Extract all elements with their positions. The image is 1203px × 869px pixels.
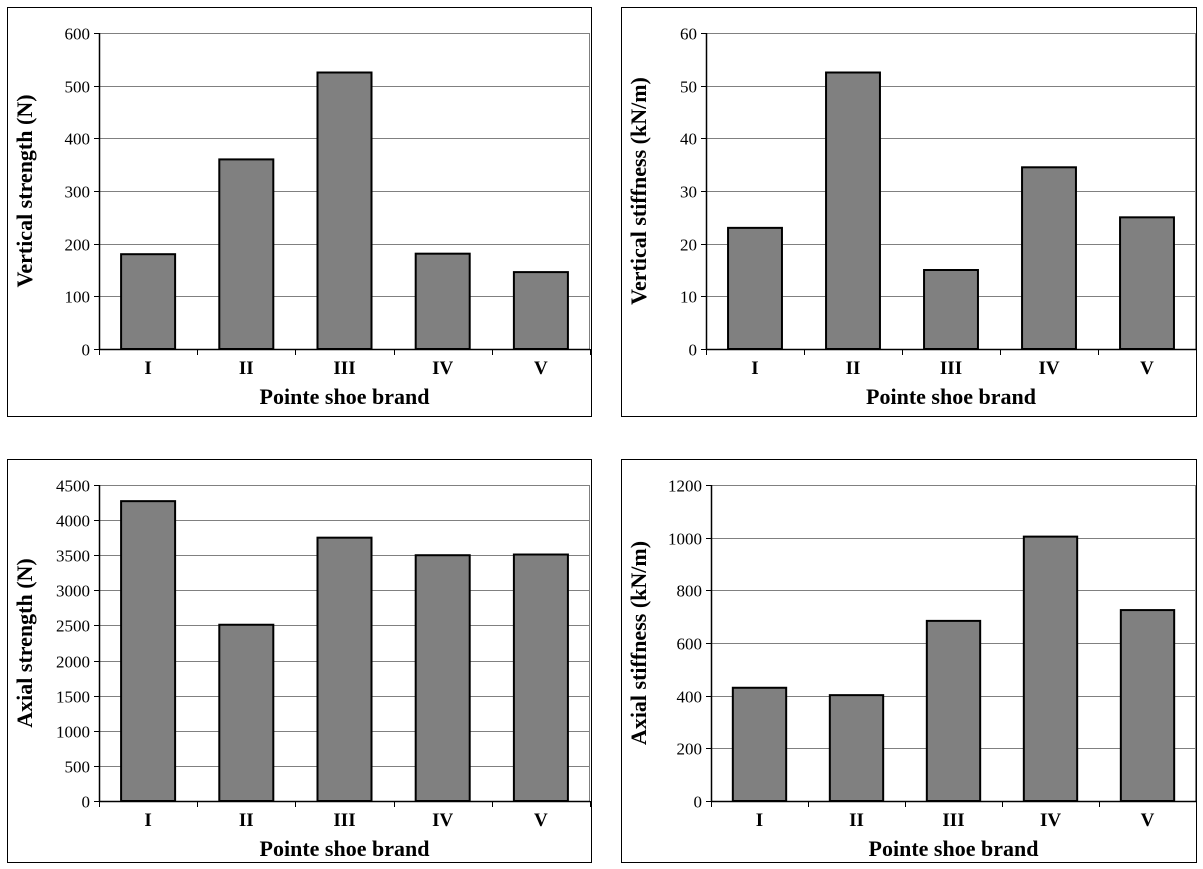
- x-category-label: IV: [1038, 358, 1059, 379]
- y-tick-label: 10: [680, 288, 697, 307]
- y-axis-title: Vertical stiffness (kN/m): [626, 77, 651, 305]
- y-tick-label: 3500: [56, 547, 90, 566]
- x-category-label: V: [1140, 358, 1154, 379]
- y-tick-label: 60: [680, 25, 697, 44]
- x-axis-title: Pointe shoe brand: [869, 836, 1039, 861]
- bar-II: [828, 694, 885, 803]
- y-tick-label: 4000: [56, 512, 90, 531]
- y-axis-title: Axial stiffness (kN/m): [626, 541, 651, 745]
- bar-V: [1119, 216, 1175, 350]
- y-tick-label: 400: [65, 130, 91, 149]
- y-tick-label: 1000: [668, 530, 702, 549]
- bar-V: [512, 271, 569, 350]
- x-category-label: IV: [432, 810, 453, 831]
- x-axis-title: Pointe shoe brand: [260, 384, 430, 409]
- y-axis-title: Axial strength (N): [12, 558, 37, 727]
- x-category-label: V: [534, 358, 548, 379]
- bar-IV: [414, 252, 471, 351]
- bar-IV: [1022, 535, 1079, 802]
- bar-I: [120, 500, 177, 802]
- x-category-label: I: [756, 810, 763, 831]
- bar-III: [923, 269, 979, 350]
- y-tick-label: 2500: [56, 617, 90, 636]
- y-tick-label: 400: [677, 688, 703, 707]
- y-tick-label: 3000: [56, 582, 90, 601]
- y-tick-label: 4500: [56, 477, 90, 496]
- y-tick-label: 50: [680, 78, 697, 97]
- x-category-label: II: [849, 810, 864, 831]
- y-tick-label: 1200: [668, 477, 702, 496]
- chart-frame: [621, 7, 1197, 417]
- bar-II: [825, 71, 881, 350]
- bar-I: [731, 686, 788, 802]
- bar-II: [218, 158, 275, 350]
- y-tick-label: 0: [82, 793, 91, 812]
- y-tick-label: 1000: [56, 723, 90, 742]
- x-category-label: IV: [432, 358, 453, 379]
- y-tick-label: 0: [694, 793, 703, 812]
- x-category-label: II: [846, 358, 861, 379]
- x-axis-title: Pointe shoe brand: [260, 836, 430, 861]
- chart-frame: [7, 7, 592, 417]
- bar-IV: [1021, 166, 1077, 350]
- y-tick-label: 200: [65, 236, 91, 255]
- bar-III: [316, 71, 373, 350]
- y-tick-label: 0: [82, 341, 91, 360]
- y-tick-label: 600: [677, 635, 703, 654]
- bar-III: [316, 536, 373, 803]
- x-category-label: II: [239, 810, 254, 831]
- bar-I: [120, 253, 177, 350]
- x-category-label: IV: [1040, 810, 1061, 831]
- bar-V: [512, 553, 569, 803]
- y-axis-title: Vertical strength (N): [12, 94, 37, 287]
- y-tick-label: 500: [65, 78, 91, 97]
- y-tick-label: 200: [677, 740, 703, 759]
- y-tick-label: 500: [65, 758, 91, 777]
- x-category-label: V: [1141, 810, 1155, 831]
- y-tick-label: 0: [689, 341, 698, 360]
- bar-II: [218, 623, 275, 803]
- x-category-label: I: [144, 810, 151, 831]
- chart-frame: [621, 459, 1197, 863]
- x-category-label: III: [333, 358, 355, 379]
- x-category-label: III: [942, 810, 964, 831]
- y-tick-label: 30: [680, 183, 697, 202]
- y-tick-label: 20: [680, 236, 697, 255]
- bar-I: [727, 226, 783, 350]
- x-category-label: II: [239, 358, 254, 379]
- y-tick-label: 100: [65, 288, 91, 307]
- bar-IV: [414, 554, 471, 802]
- x-axis-title: Pointe shoe brand: [866, 384, 1036, 409]
- y-tick-label: 600: [65, 25, 91, 44]
- x-category-label: I: [144, 358, 151, 379]
- y-tick-label: 40: [680, 130, 697, 149]
- y-tick-label: 800: [677, 582, 703, 601]
- y-tick-label: 2000: [56, 653, 90, 672]
- x-category-label: V: [534, 810, 548, 831]
- x-category-label: I: [751, 358, 758, 379]
- x-category-label: III: [333, 810, 355, 831]
- bar-V: [1119, 609, 1176, 802]
- y-tick-label: 1500: [56, 688, 90, 707]
- bar-III: [925, 619, 982, 802]
- y-tick-label: 300: [65, 183, 91, 202]
- x-category-label: III: [940, 358, 962, 379]
